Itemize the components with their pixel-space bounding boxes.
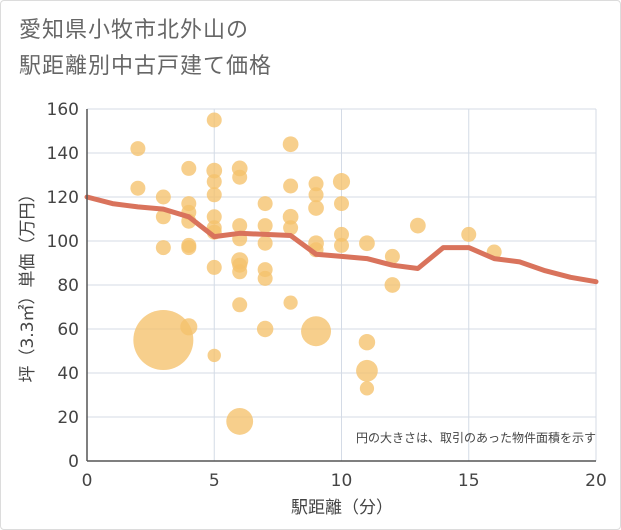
bubble-point: [206, 112, 222, 128]
bubble-point: [384, 277, 401, 293]
bubble-point: [155, 209, 171, 225]
bubble-point: [359, 381, 375, 396]
bubble-point: [334, 196, 349, 212]
bubble-point: [155, 189, 171, 205]
bubble-point: [301, 316, 332, 347]
bubble-layer: [130, 112, 502, 435]
bubble-point: [257, 270, 273, 286]
bubble-point: [308, 176, 324, 192]
bubble-point: [256, 320, 274, 338]
x-axis-label: 駅距離（分）: [291, 498, 393, 518]
average-price-line: [84, 194, 599, 285]
bubble-point: [181, 240, 197, 256]
x-tick-label: 0: [82, 471, 93, 491]
bubble-point: [155, 240, 171, 256]
bubble-point: [180, 318, 198, 336]
bubble-point: [206, 259, 222, 275]
y-tick-label: 80: [57, 276, 79, 296]
y-tick-label: 20: [57, 408, 79, 428]
x-tick-label: 5: [209, 471, 220, 491]
x-tick-label: 10: [331, 471, 353, 491]
bubble-point: [133, 310, 194, 370]
title-line-1: 愛知県小牧市北外山の: [19, 18, 250, 43]
bubble-point: [181, 160, 197, 176]
bubble-point: [332, 173, 351, 191]
bubble-point: [226, 407, 254, 435]
bubble-point: [232, 218, 248, 234]
x-tick-label: 15: [458, 471, 480, 491]
y-tick-label: 160: [47, 100, 79, 120]
y-tick-label: 100: [47, 232, 79, 252]
bubble-point: [308, 187, 324, 203]
bubble-point: [130, 180, 146, 196]
bubble-point: [283, 220, 299, 236]
grid-lines: [87, 108, 597, 461]
bubble-point: [359, 235, 375, 252]
bubble-point: [206, 174, 222, 190]
trend-line-layer: [84, 194, 599, 285]
bubble-point: [409, 217, 426, 234]
bubble-point: [257, 196, 273, 212]
bubble-point: [334, 226, 349, 242]
bubble-point: [358, 333, 376, 351]
bubble-point: [206, 162, 223, 179]
chart-title: 愛知県小牧市北外山の 駅距離別中古戸建て価格: [19, 13, 272, 85]
bubble-point: [232, 297, 248, 313]
bubble-point: [232, 264, 248, 280]
title-line-2: 駅距離別中古戸建て価格: [19, 54, 273, 79]
bubble-point: [282, 136, 299, 153]
bubble-point: [130, 141, 146, 157]
bubble-point: [206, 187, 222, 203]
bubble-point: [282, 208, 299, 225]
x-tick-label: 20: [585, 471, 607, 491]
bubble-point: [257, 235, 273, 251]
y-axis-label: 坪（3.3㎡）単価（万円）: [18, 185, 38, 382]
size-note: 円の大きさは、取引のあった物件面積を示す: [356, 430, 596, 445]
bubble-point: [232, 169, 248, 185]
y-tick-label: 0: [68, 452, 79, 472]
bubble-point: [283, 295, 298, 310]
y-tick-label: 140: [47, 144, 79, 164]
y-tick-label: 40: [57, 364, 79, 384]
y-tick-label: 120: [47, 188, 79, 208]
axes: 0 20 40 60 80 100 120 140 160 0 5 10 15 20: [47, 100, 607, 491]
bubble-point: [334, 237, 349, 253]
bubble-point: [283, 178, 299, 194]
bubble-point: [207, 348, 221, 363]
bubble-point: [384, 248, 400, 264]
bubble-point: [308, 200, 324, 216]
y-tick-label: 60: [57, 320, 79, 340]
bubble-point: [461, 226, 477, 242]
bubble-point: [257, 218, 273, 234]
bubble-point: [206, 209, 222, 225]
bubble-point: [356, 359, 378, 382]
